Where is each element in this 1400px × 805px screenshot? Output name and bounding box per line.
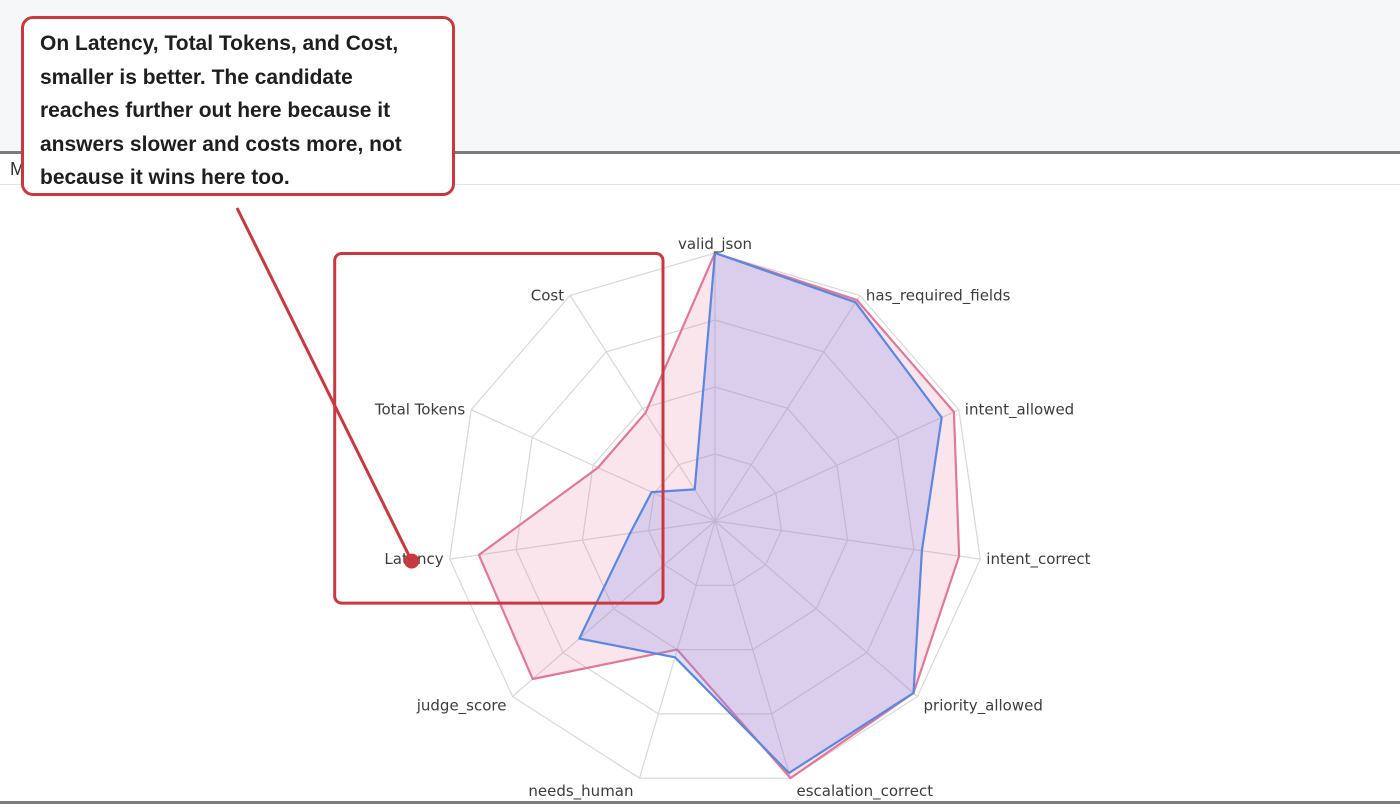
axis-labels: valid_json has_required_fields intent_allo…: [374, 235, 1091, 801]
radar-series: [477, 251, 961, 780]
grid-ring: [449, 252, 981, 779]
axis-label-total-tokens: Total Tokens: [374, 401, 465, 419]
grid-spoke: [714, 520, 792, 779]
grid-spoke: [714, 295, 861, 522]
candidate-series-polygon[interactable]: [477, 251, 961, 780]
axis-label-judge-score: judge_score: [416, 697, 507, 716]
axis-label-cost: Cost: [531, 287, 564, 305]
grid-spoke: [714, 409, 960, 522]
axis-label-escalation-correct: escalation_correct: [797, 782, 934, 801]
annotation-layer: [235, 207, 665, 605]
axis-label-priority-allowed: priority_allowed: [924, 697, 1043, 716]
leader-line: [235, 207, 414, 562]
highlight-box: [333, 252, 665, 605]
axis-label-has-required-fields: has_required_fields: [866, 287, 1011, 306]
callout-text: On Latency, Total Tokens, and Cost, smal…: [40, 32, 402, 189]
grid-spoke: [714, 520, 981, 560]
bottom-divider: [0, 801, 1400, 804]
grid-ring: [581, 386, 849, 651]
axis-label-intent-allowed: intent_allowed: [965, 401, 1074, 420]
grid-spoke: [512, 520, 716, 697]
baseline-series-polygon[interactable]: [578, 251, 943, 775]
callout-box: On Latency, Total Tokens, and Cost, smal…: [21, 16, 455, 196]
radar-grid: [449, 252, 981, 779]
axis-label-valid-json: valid_json: [678, 235, 752, 254]
grid-spoke: [470, 409, 716, 522]
marker-dot: [404, 553, 420, 569]
grid-spoke: [569, 295, 716, 522]
axis-label-intent-correct: intent_correct: [986, 550, 1090, 569]
grid-spoke: [714, 520, 918, 697]
grid-ring: [515, 319, 915, 715]
axis-label-needs-human: needs_human: [528, 782, 633, 801]
grid-spoke: [449, 520, 716, 560]
grid-ring: [648, 453, 782, 586]
